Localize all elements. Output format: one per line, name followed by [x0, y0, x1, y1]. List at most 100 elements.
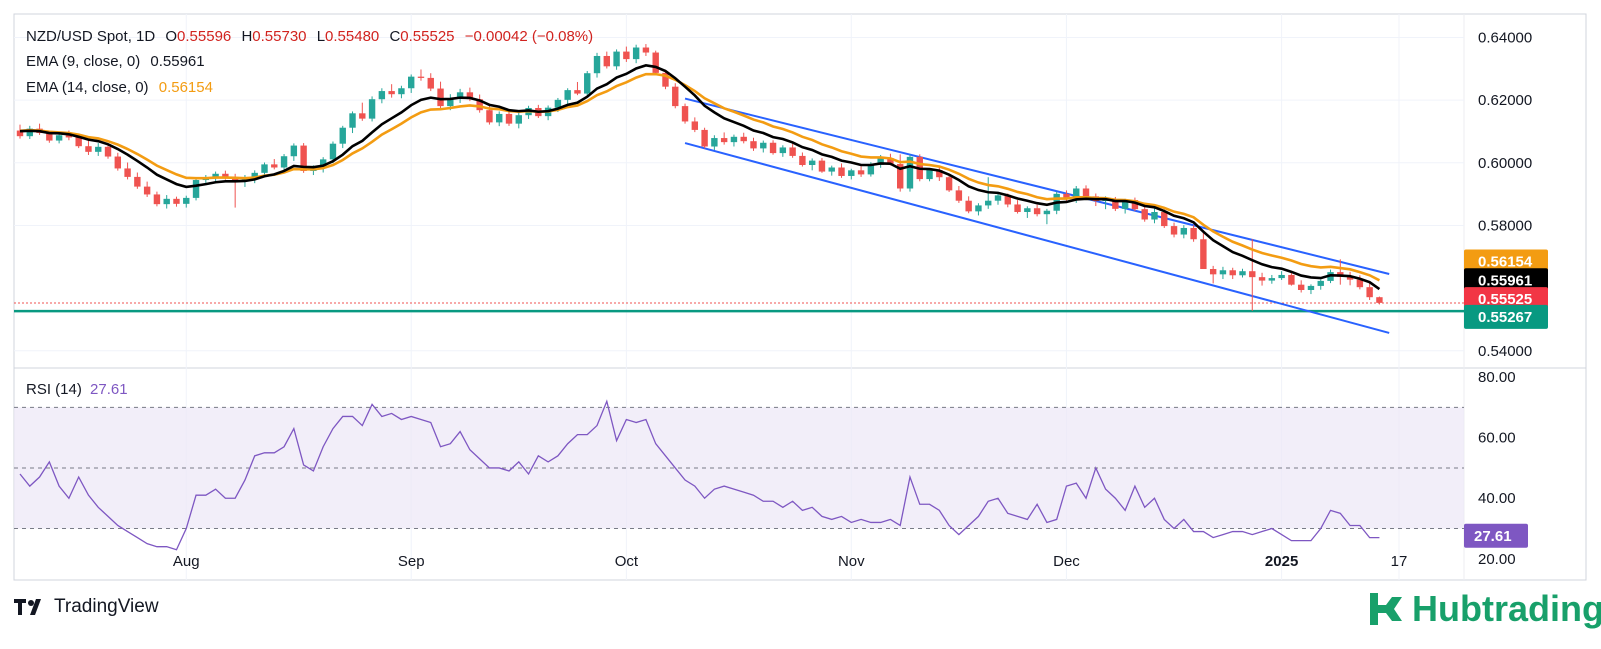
candle	[1317, 279, 1324, 290]
candle-body	[818, 160, 826, 172]
candle	[368, 96, 376, 122]
candle-body	[1024, 208, 1031, 212]
candle	[1024, 206, 1031, 218]
time-tick-label: Dec	[1053, 553, 1080, 570]
candle	[1258, 272, 1266, 286]
candle	[427, 73, 434, 92]
candle-body	[437, 88, 444, 107]
symbol-label[interactable]: NZD/USD Spot, 1D	[26, 28, 156, 45]
candle-body	[1170, 226, 1178, 235]
candle-body	[632, 47, 640, 60]
candle-body	[456, 92, 464, 99]
candle-body	[623, 51, 630, 60]
rsi-badge-text: 27.61	[1474, 528, 1512, 545]
candle-body	[368, 99, 376, 119]
candle	[1307, 284, 1315, 295]
close-label: C	[389, 28, 401, 45]
candle	[730, 134, 738, 147]
candle	[613, 49, 620, 70]
candle-body	[936, 170, 943, 178]
candle	[85, 139, 92, 155]
price-tick-label: 0.64000	[1478, 29, 1532, 46]
rsi-value-badge: 27.61	[1464, 523, 1528, 548]
candle	[808, 158, 816, 171]
candle	[1209, 265, 1217, 284]
candle	[848, 168, 855, 180]
candle	[672, 83, 679, 109]
candle-body	[476, 99, 483, 111]
low-label: L	[316, 28, 326, 45]
candle-body	[1082, 188, 1090, 197]
open-label: O	[165, 28, 178, 45]
candle-body	[378, 91, 386, 100]
candle	[231, 173, 239, 208]
price-tick-label: 0.60000	[1478, 155, 1532, 172]
tradingview-icon	[14, 599, 41, 615]
candle-body	[838, 167, 845, 176]
candle-body	[261, 164, 268, 173]
candle	[799, 152, 806, 167]
candle-body	[114, 156, 121, 169]
candle-body	[906, 156, 914, 189]
candle	[1180, 225, 1188, 239]
candle-body	[613, 51, 620, 67]
candle-body	[163, 198, 170, 205]
candle-body	[985, 200, 992, 206]
candle-body	[212, 173, 219, 179]
candle-body	[877, 158, 884, 165]
candle-body	[681, 106, 689, 122]
hubtrading-logo[interactable]: Hubtrading	[1366, 588, 1601, 630]
ema9-price-badge: 0.55961	[1464, 268, 1548, 293]
candle	[1200, 232, 1207, 270]
candle	[1033, 204, 1041, 217]
candle	[652, 50, 659, 75]
candle-body	[662, 72, 669, 87]
tradingview-label: TradingView	[54, 596, 159, 617]
candle-body	[143, 186, 151, 195]
candle	[897, 154, 904, 192]
candle-body	[554, 99, 562, 108]
ema9-line	[19, 64, 1381, 291]
ohlc-legend: NZD/USD Spot, 1D O0.55596 H0.55730 L0.55…	[26, 28, 593, 45]
candle	[1288, 273, 1295, 286]
candle	[26, 125, 33, 139]
candle	[456, 88, 464, 103]
candle-body	[750, 141, 757, 149]
candle-body	[711, 138, 718, 147]
candle	[1219, 266, 1227, 280]
candle-body	[1209, 269, 1217, 275]
candle	[1297, 280, 1305, 293]
ema14-label: EMA (14, close, 0)	[26, 79, 149, 96]
ema14-legend[interactable]: EMA (14, close, 0) 0.56154	[26, 79, 213, 96]
candle-body	[1239, 271, 1246, 276]
candle-body	[251, 172, 258, 180]
candle	[271, 159, 278, 170]
rsi-legend[interactable]: RSI (14) 27.61	[26, 381, 128, 398]
candle	[828, 165, 835, 176]
candle	[417, 69, 425, 81]
hubtrading-label: Hubtrading	[1412, 588, 1601, 629]
candle-body	[652, 52, 659, 73]
candle-body	[398, 88, 405, 95]
candle-body	[1366, 287, 1373, 298]
candle	[574, 81, 581, 96]
candle-body	[496, 113, 503, 123]
candle-body	[955, 190, 963, 201]
tradingview-logo[interactable]: TradingView	[14, 596, 159, 618]
candle	[789, 143, 796, 158]
candle	[603, 51, 610, 69]
candle-body	[564, 90, 571, 100]
candle	[408, 74, 415, 93]
rsi-value: 27.61	[90, 381, 128, 398]
candle-body	[808, 160, 816, 165]
candle-body	[1073, 188, 1080, 200]
candle	[926, 168, 933, 182]
rsi-badge-bg	[1464, 523, 1528, 548]
candle-body	[1121, 200, 1129, 209]
ema9-legend[interactable]: EMA (9, close, 0) 0.55961	[26, 53, 205, 70]
candle-body	[466, 92, 474, 100]
candle-body	[1288, 274, 1295, 285]
candle	[1190, 225, 1197, 242]
candle-body	[1356, 279, 1364, 288]
